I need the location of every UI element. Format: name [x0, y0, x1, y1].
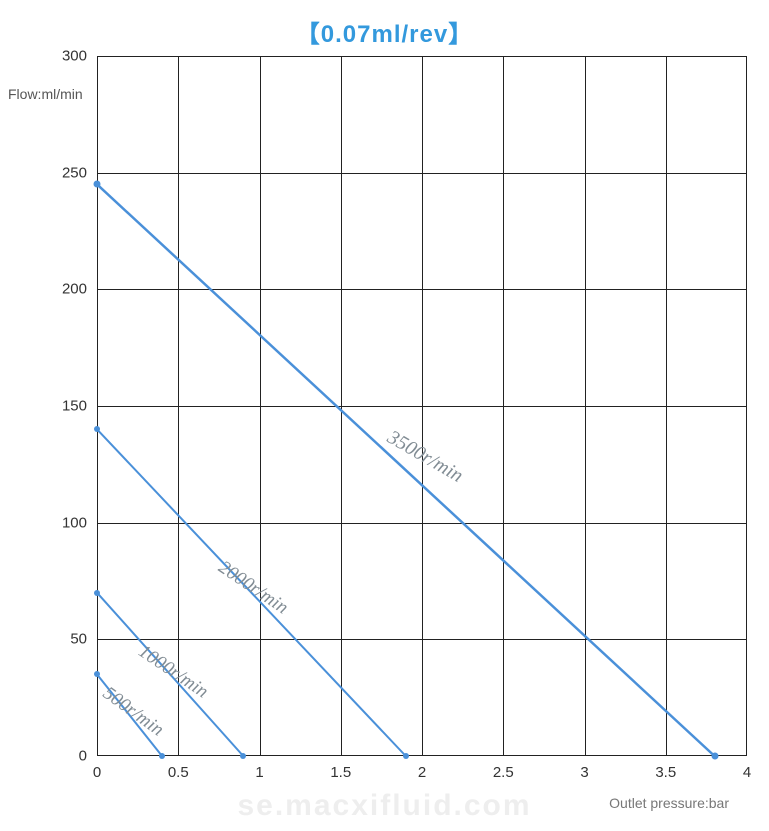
data-marker [94, 181, 101, 188]
plot-area: 00.511.522.533.54050100150200250300500r/… [97, 56, 747, 756]
y-tick-label: 100 [62, 514, 97, 531]
x-tick-label: 1.5 [330, 756, 351, 781]
x-tick-label: 1 [255, 756, 263, 781]
x-tick-label: 2.5 [493, 756, 514, 781]
watermark: se.macxifluid.com [237, 789, 531, 823]
y-tick-label: 200 [62, 281, 97, 298]
x-tick-label: 2 [418, 756, 426, 781]
y-tick-label: 50 [70, 631, 97, 648]
y-tick-label: 150 [62, 398, 97, 415]
x-tick-label: 0.5 [168, 756, 189, 781]
series-line [97, 56, 747, 756]
data-marker [711, 753, 718, 760]
x-tick-label: 3.5 [655, 756, 676, 781]
x-axis-label: Outlet pressure:bar [609, 795, 729, 811]
y-axis-label: Flow:ml/min [8, 86, 83, 102]
x-tick-label: 4 [743, 756, 751, 781]
y-tick-label: 250 [62, 164, 97, 181]
y-tick-label: 300 [62, 48, 97, 65]
chart-title: 【0.07ml/rev】 [0, 14, 769, 49]
y-tick-label: 0 [79, 748, 97, 765]
x-tick-label: 3 [580, 756, 588, 781]
